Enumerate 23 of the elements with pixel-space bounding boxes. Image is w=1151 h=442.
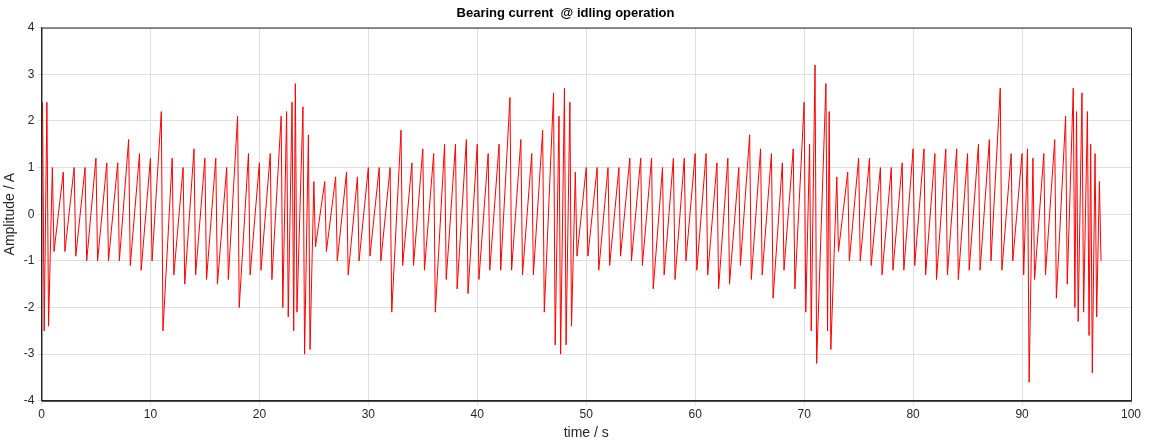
x-tick-label: 50 (579, 407, 594, 422)
y-tick-label: -3 (23, 346, 35, 361)
x-tick-label: 70 (797, 407, 812, 422)
y-tick-label: -1 (23, 253, 35, 268)
x-tick-label: 40 (470, 407, 485, 422)
x-tick-label: 60 (688, 407, 703, 422)
x-tick-label: 20 (252, 407, 267, 422)
y-tick-label: -2 (23, 299, 35, 314)
y-tick-label: 1 (27, 159, 35, 174)
y-tick-label: -4 (23, 393, 35, 408)
x-tick-label: 100 (1120, 407, 1142, 422)
y-axis-title: Amplitude / A (1, 172, 18, 256)
y-tick-label: 3 (27, 66, 35, 81)
x-tick-label: 80 (906, 407, 921, 422)
y-tick-label: 4 (27, 19, 35, 34)
y-tick-label: 0 (27, 206, 35, 221)
x-tick-label: 90 (1015, 407, 1030, 422)
x-tick-label: 0 (38, 407, 46, 422)
y-tick-label: 2 (27, 113, 35, 128)
x-axis-title: time / s (563, 424, 609, 441)
chart-title: Bearing current @ idling operation (456, 5, 675, 21)
x-tick-label: 10 (143, 407, 158, 422)
x-tick-label: 30 (361, 407, 376, 422)
